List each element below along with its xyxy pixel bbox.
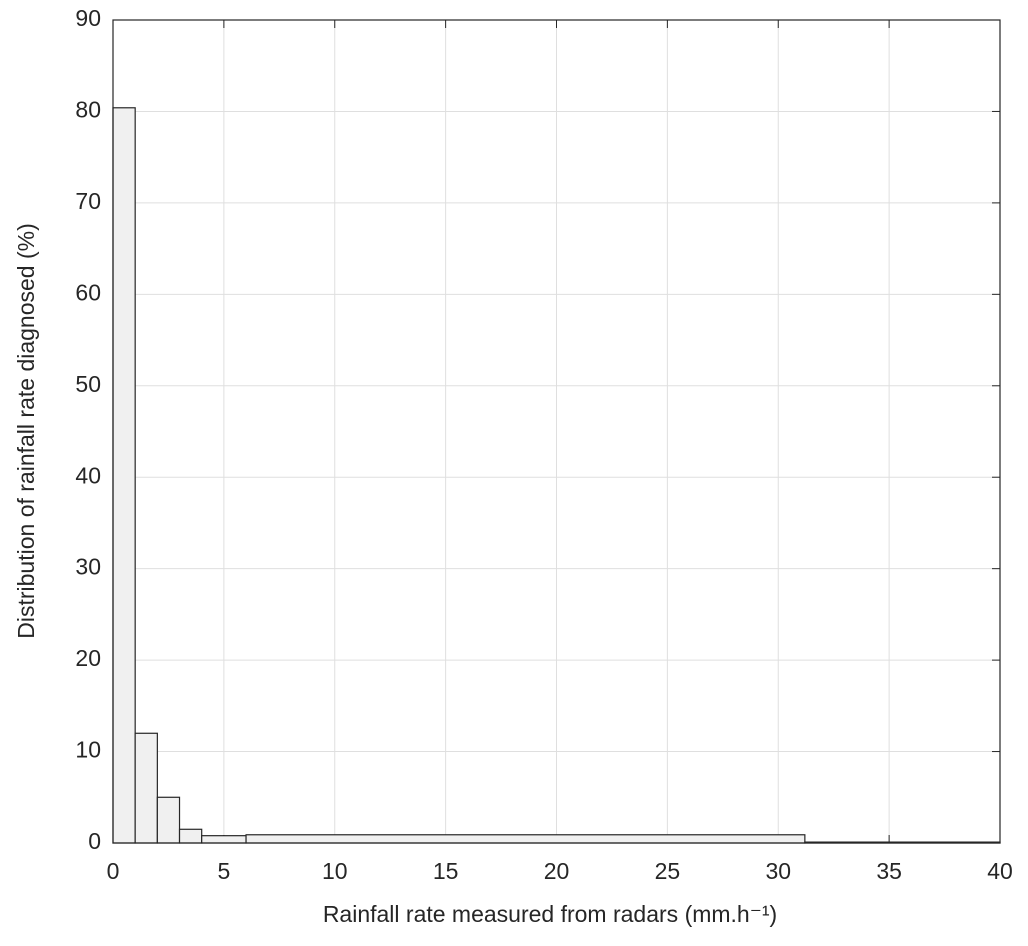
y-tick-label: 30	[75, 554, 101, 580]
x-tick-label: 0	[107, 858, 120, 884]
bar	[134, 732, 158, 844]
x-tick-label: 10	[322, 858, 348, 884]
bar	[112, 107, 136, 844]
x-tick-label: 20	[544, 858, 570, 884]
plot-frame	[112, 19, 1001, 844]
y-axis-label: Distribution of rainfall rate diagnosed …	[13, 223, 39, 638]
y-tick-label: 90	[75, 5, 101, 31]
y-tick-label: 40	[75, 462, 101, 488]
bar	[156, 796, 181, 844]
y-tick-label: 50	[75, 371, 101, 397]
x-axis-label: Rainfall rate measured from radars (mm.h…	[323, 901, 777, 927]
bar	[245, 834, 806, 844]
x-tick-label: 40	[987, 858, 1013, 884]
bar	[178, 828, 203, 844]
bar	[201, 835, 247, 844]
y-tick-label: 60	[75, 279, 101, 305]
x-tick-label: 15	[433, 858, 459, 884]
x-tick-label: 25	[655, 858, 681, 884]
y-tick-label: 70	[75, 188, 101, 214]
x-tick-label: 5	[217, 858, 230, 884]
y-tick-label: 0	[88, 828, 101, 854]
y-tick-label: 80	[75, 97, 101, 123]
x-tick-label: 35	[876, 858, 902, 884]
x-tick-label: 30	[765, 858, 791, 884]
y-tick-label: 10	[75, 737, 101, 763]
y-tick-label: 20	[75, 645, 101, 671]
